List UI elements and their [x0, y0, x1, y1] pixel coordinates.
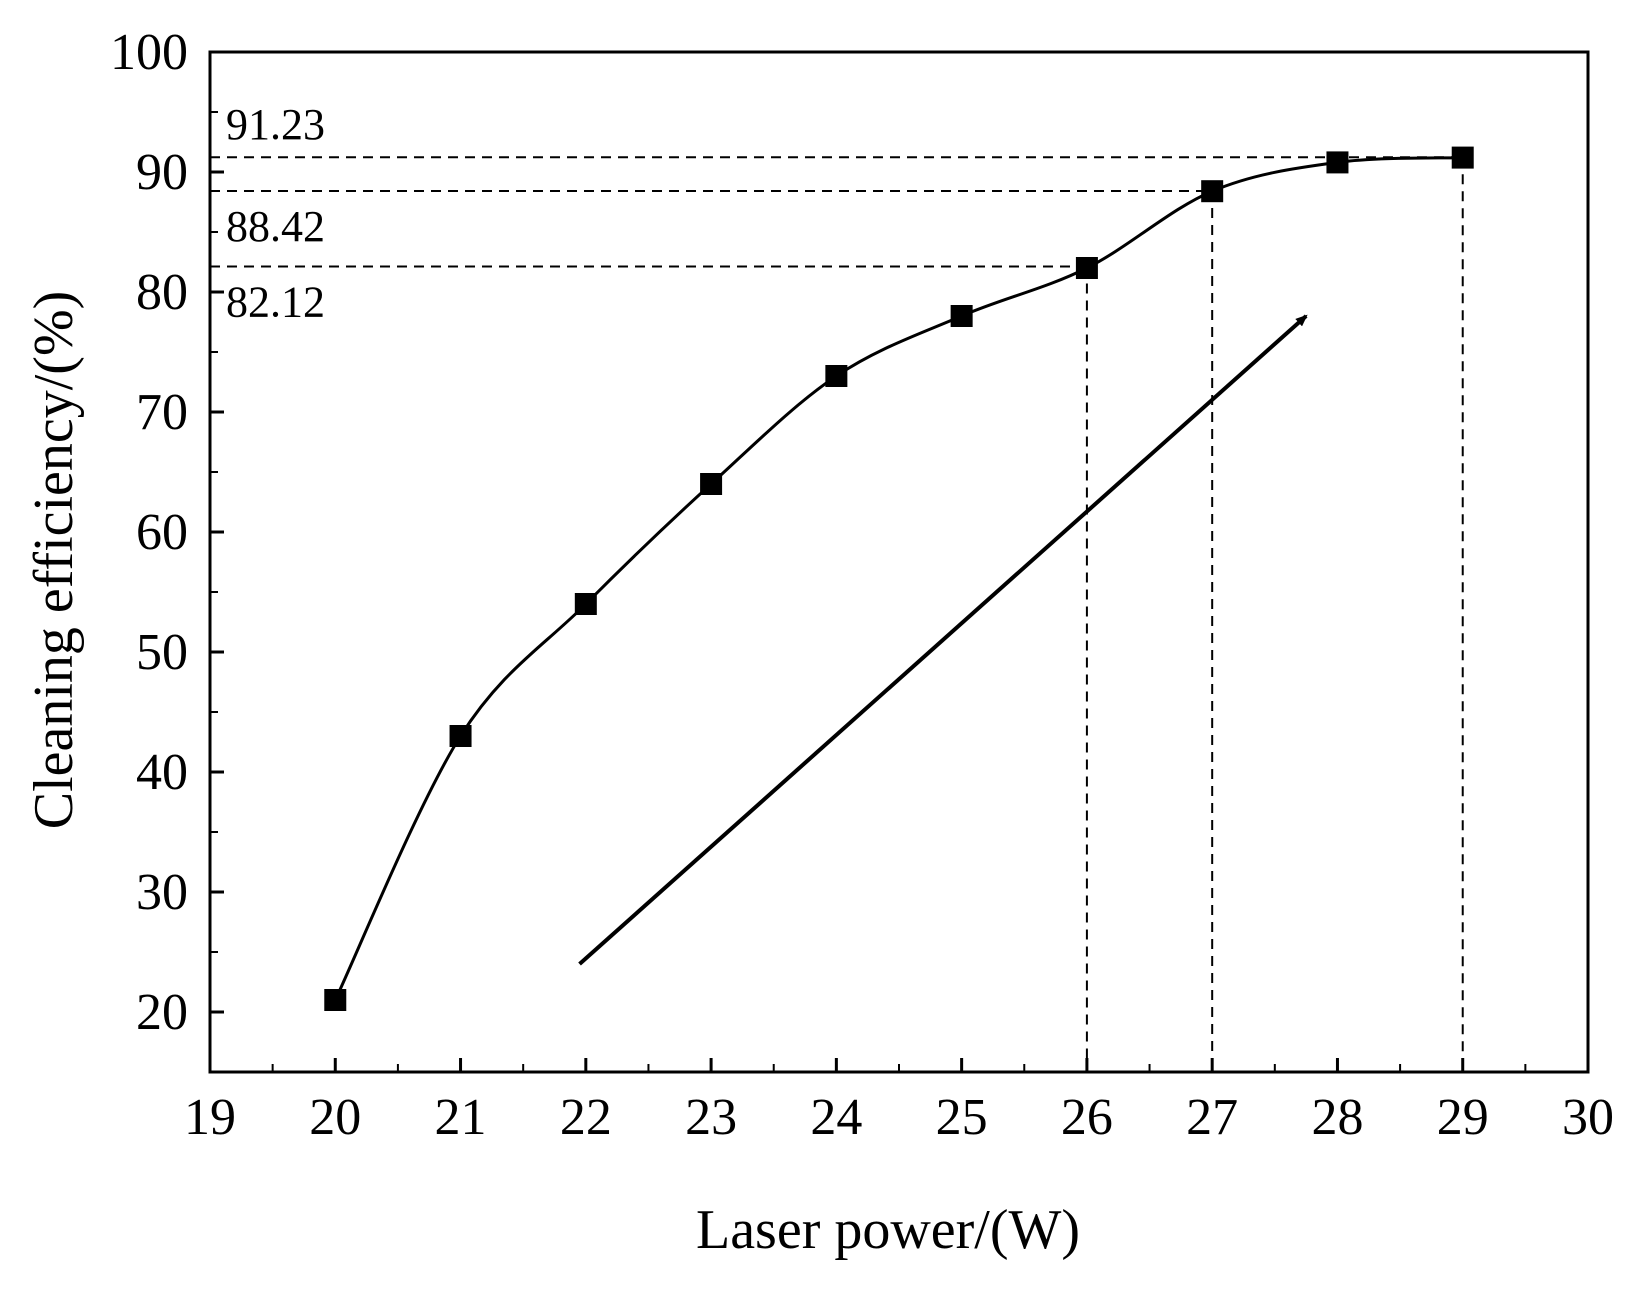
plot-frame [208, 50, 1590, 1074]
data-point-marker [700, 473, 723, 495]
y-tick-label: 20 [136, 984, 188, 1041]
data-point-marker [825, 365, 848, 387]
data-point-marker [1075, 257, 1098, 279]
trend-arrow [578, 314, 1308, 966]
x-tick-label: 28 [1311, 1089, 1363, 1146]
series [333, 156, 1463, 1001]
reference-value-label: 88.42 [226, 202, 325, 251]
x-tick-label: 21 [435, 1089, 487, 1146]
x-tick-label: 19 [184, 1089, 236, 1146]
data-point-marker [324, 989, 347, 1011]
data-point-marker [950, 305, 973, 327]
y-tick-label: 80 [136, 264, 188, 321]
reference-lines [210, 156, 1464, 1072]
ticks: 19 20 21 22 23 24 25 26 27 28 29 30 20 30 40 50 60 70 80 90… [110, 24, 1614, 1146]
x-tick-label: 23 [685, 1089, 737, 1146]
x-tick-label: 26 [1061, 1089, 1113, 1146]
y-tick-label: 40 [136, 744, 188, 801]
y-tick-label: 60 [136, 504, 188, 561]
y-tick-label: 70 [136, 384, 188, 441]
data-point-marker [1326, 151, 1349, 174]
y-tick-label: 100 [110, 24, 188, 81]
x-tick-label: 30 [1562, 1089, 1614, 1146]
x-tick-label: 20 [309, 1089, 361, 1146]
data-point-marker [574, 593, 597, 615]
markers [324, 146, 1474, 1011]
x-tick-label: 22 [560, 1089, 612, 1146]
x-tick-label: 24 [810, 1089, 862, 1146]
axes [208, 50, 1590, 1074]
y-tick-label: 30 [136, 864, 188, 921]
reference-value-label: 82.12 [226, 278, 325, 327]
x-tick-label: 27 [1186, 1089, 1238, 1146]
data-point-marker [1451, 146, 1474, 169]
annotations: 91.23 88.42 82.12 [226, 100, 1308, 966]
series-line [333, 156, 1463, 1001]
y-tick-label: 50 [136, 624, 188, 681]
x-tick-label: 25 [936, 1089, 988, 1146]
data-point-marker [1201, 180, 1224, 203]
reference-value-label: 91.23 [226, 100, 325, 149]
y-axis-title: Cleaning efficiency/(%) [23, 291, 85, 830]
x-tick-label: 29 [1437, 1089, 1489, 1146]
data-point-marker [449, 725, 472, 747]
y-tick-label: 90 [136, 144, 188, 201]
x-axis-title: Laser power/(W) [696, 1199, 1080, 1261]
